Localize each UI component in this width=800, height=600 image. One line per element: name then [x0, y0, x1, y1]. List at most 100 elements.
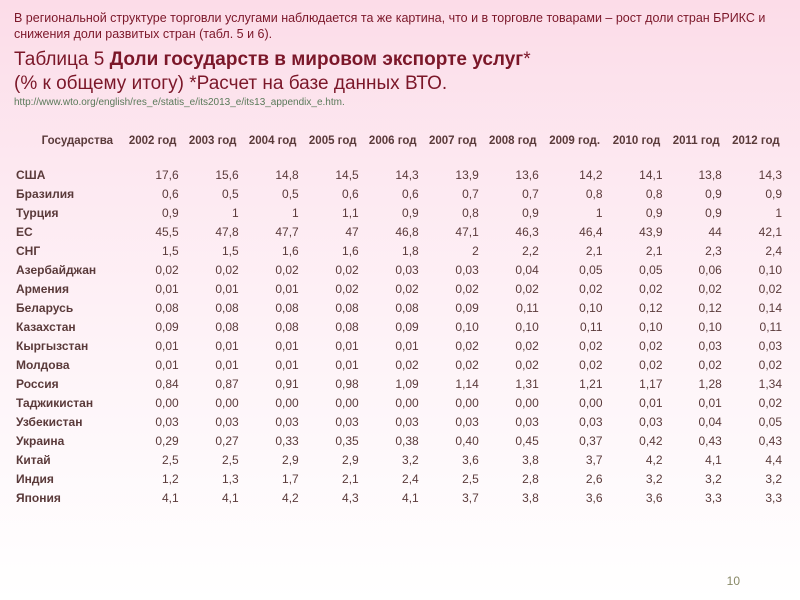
- value-cell: 0,08: [183, 299, 243, 318]
- value-cell: 0,09: [363, 318, 423, 337]
- value-cell: 0,35: [303, 432, 363, 451]
- value-cell: 0,9: [667, 185, 726, 204]
- value-cell: 1,34: [726, 375, 786, 394]
- value-cell: 1,17: [607, 375, 667, 394]
- value-cell: 0,12: [607, 299, 667, 318]
- value-cell: 0,06: [667, 261, 726, 280]
- value-cell: 14,2: [543, 166, 607, 185]
- header-year: 2004 год: [243, 118, 303, 166]
- value-cell: 0,9: [726, 185, 786, 204]
- value-cell: 0,91: [243, 375, 303, 394]
- value-cell: 0,6: [123, 185, 183, 204]
- value-cell: 0,02: [607, 337, 667, 356]
- value-cell: 0,01: [667, 394, 726, 413]
- table-row: Таджикистан0,000,000,000,000,000,000,000…: [14, 394, 786, 413]
- country-cell: Индия: [14, 470, 123, 489]
- value-cell: 1,09: [363, 375, 423, 394]
- value-cell: 0,00: [123, 394, 183, 413]
- value-cell: 0,40: [423, 432, 483, 451]
- value-cell: 0,02: [303, 280, 363, 299]
- value-cell: 0,01: [243, 280, 303, 299]
- value-cell: 46,8: [363, 223, 423, 242]
- value-cell: 0,03: [123, 413, 183, 432]
- title-main: Доли государств в мировом экспорте услуг: [110, 49, 524, 70]
- value-cell: 3,6: [543, 489, 607, 508]
- value-cell: 0,00: [423, 394, 483, 413]
- source-url: http://www.wto.org/english/res_e/statis_…: [14, 97, 786, 108]
- value-cell: 0,08: [243, 318, 303, 337]
- value-cell: 0,00: [543, 394, 607, 413]
- table-row: Узбекистан0,030,030,030,030,030,030,030,…: [14, 413, 786, 432]
- value-cell: 0,8: [423, 204, 483, 223]
- value-cell: 1,8: [363, 242, 423, 261]
- value-cell: 0,02: [483, 356, 543, 375]
- value-cell: 0,02: [726, 394, 786, 413]
- value-cell: 1,1: [303, 204, 363, 223]
- value-cell: 3,2: [607, 470, 667, 489]
- value-cell: 0,02: [363, 356, 423, 375]
- value-cell: 0,12: [667, 299, 726, 318]
- value-cell: 0,08: [303, 299, 363, 318]
- value-cell: 0,02: [423, 337, 483, 356]
- value-cell: 0,10: [607, 318, 667, 337]
- country-cell: Казахстан: [14, 318, 123, 337]
- country-cell: Беларусь: [14, 299, 123, 318]
- value-cell: 2,6: [543, 470, 607, 489]
- country-cell: Молдова: [14, 356, 123, 375]
- value-cell: 45,5: [123, 223, 183, 242]
- value-cell: 0,11: [483, 299, 543, 318]
- value-cell: 13,9: [423, 166, 483, 185]
- value-cell: 0,01: [123, 356, 183, 375]
- table-row: Казахстан0,090,080,080,080,090,100,100,1…: [14, 318, 786, 337]
- value-cell: 2,9: [303, 451, 363, 470]
- header-year: 2005 год: [303, 118, 363, 166]
- value-cell: 0,02: [543, 337, 607, 356]
- value-cell: 0,03: [607, 413, 667, 432]
- header-year: 2007 год: [423, 118, 483, 166]
- value-cell: 2,2: [483, 242, 543, 261]
- value-cell: 3,8: [483, 489, 543, 508]
- value-cell: 0,01: [303, 337, 363, 356]
- value-cell: 2,3: [667, 242, 726, 261]
- value-cell: 17,6: [123, 166, 183, 185]
- value-cell: 0,01: [243, 337, 303, 356]
- value-cell: 0,02: [423, 280, 483, 299]
- value-cell: 0,6: [363, 185, 423, 204]
- header-year: 2012 год: [726, 118, 786, 166]
- table-row: Индия1,21,31,72,12,42,52,82,63,23,23,2: [14, 470, 786, 489]
- value-cell: 2,5: [183, 451, 243, 470]
- value-cell: 1: [726, 204, 786, 223]
- country-cell: Армения: [14, 280, 123, 299]
- country-cell: Турция: [14, 204, 123, 223]
- country-cell: Азербайджан: [14, 261, 123, 280]
- data-table: Государства 2002 год 2003 год 2004 год 2…: [14, 118, 786, 508]
- country-cell: СНГ: [14, 242, 123, 261]
- value-cell: 0,02: [483, 280, 543, 299]
- value-cell: 0,38: [363, 432, 423, 451]
- value-cell: 3,6: [423, 451, 483, 470]
- value-cell: 0,01: [363, 337, 423, 356]
- value-cell: 0,11: [543, 318, 607, 337]
- country-cell: Китай: [14, 451, 123, 470]
- value-cell: 0,42: [607, 432, 667, 451]
- value-cell: 0,5: [183, 185, 243, 204]
- value-cell: 0,02: [243, 261, 303, 280]
- value-cell: 2,8: [483, 470, 543, 489]
- value-cell: 0,04: [667, 413, 726, 432]
- value-cell: 15,6: [183, 166, 243, 185]
- value-cell: 0,14: [726, 299, 786, 318]
- value-cell: 1,5: [123, 242, 183, 261]
- value-cell: 3,7: [423, 489, 483, 508]
- value-cell: 1,21: [543, 375, 607, 394]
- value-cell: 2,1: [303, 470, 363, 489]
- value-cell: 0,02: [483, 337, 543, 356]
- value-cell: 14,1: [607, 166, 667, 185]
- table-row: Азербайджан0,020,020,020,020,030,030,040…: [14, 261, 786, 280]
- header-year: 2003 год: [183, 118, 243, 166]
- value-cell: 0,02: [303, 261, 363, 280]
- value-cell: 0,02: [543, 280, 607, 299]
- value-cell: 13,8: [667, 166, 726, 185]
- value-cell: 1,6: [243, 242, 303, 261]
- value-cell: 0,87: [183, 375, 243, 394]
- value-cell: 2,4: [363, 470, 423, 489]
